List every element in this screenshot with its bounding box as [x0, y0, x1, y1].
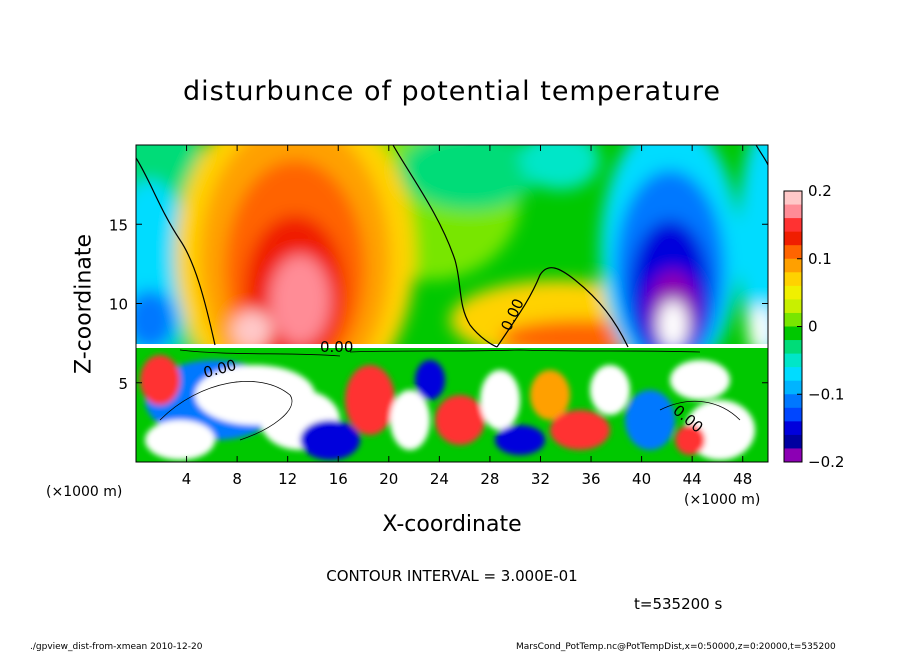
x-tick-label: 4 [182, 470, 192, 488]
colorbar-swatch [784, 394, 802, 409]
colorbar-label: 0 [808, 318, 818, 336]
colorbar-swatch [784, 312, 802, 327]
contour-east-lower [659, 400, 741, 421]
colorbar-swatch [784, 407, 802, 422]
contour-east [496, 267, 629, 348]
colorbar-swatch [784, 367, 802, 382]
x-unit-left: (×1000 m) [46, 484, 123, 500]
colorbar-swatch [784, 434, 802, 449]
colorbar-swatch [784, 231, 802, 246]
contour-west [136, 157, 216, 346]
interface-band [136, 344, 768, 348]
colorbar-swatch [784, 218, 802, 233]
colorbar-swatch [784, 448, 802, 463]
x-unit-right: (×1000 m) [684, 492, 761, 508]
colorbar-label: 0.1 [808, 250, 832, 268]
footer-left: ./gpview_dist-from-xmean 2010-12-20 [30, 642, 203, 652]
colorbar-swatch [784, 191, 802, 206]
colorbar-swatch [784, 421, 802, 436]
colorbar-swatch [784, 353, 802, 368]
x-tick-label: 24 [430, 470, 449, 488]
x-tick-label: 12 [278, 470, 297, 488]
x-tick-label: 20 [379, 470, 398, 488]
colorbar-swatch [784, 340, 802, 355]
contour-layer-1 [349, 349, 701, 353]
colorbar-swatch [784, 285, 802, 300]
x-tick-label: 16 [329, 470, 348, 488]
x-tick-label: 44 [683, 470, 702, 488]
colorbar-swatch [784, 258, 802, 273]
time-label: t=535200 s [634, 595, 723, 613]
contour-middle [392, 145, 498, 348]
x-tick-label: 8 [232, 470, 242, 488]
contour-interval: CONTOUR INTERVAL = 3.000E-01 [326, 567, 578, 585]
contour-right-edge [755, 145, 768, 166]
x-tick-label: 32 [531, 470, 550, 488]
x-tick-label: 40 [632, 470, 651, 488]
heatmap-field [136, 145, 768, 462]
contour-label: 0.00 [320, 338, 353, 356]
colorbar-label: 0.2 [808, 182, 832, 200]
colorbar-swatch [784, 245, 802, 260]
colorbar-swatch [784, 272, 802, 287]
x-ticks: 4 8 12 16 20 24 28 32 36 40 44 48 [182, 145, 752, 488]
contour-layer-2 [179, 349, 341, 357]
y-tick-label: 5 [118, 375, 128, 393]
colorbar-label: −0.1 [808, 385, 844, 403]
colorbar-swatch [784, 326, 802, 341]
x-tick-label: 28 [480, 470, 499, 488]
y-ticks: 5 10 15 [109, 216, 768, 393]
lower-layer-field [140, 355, 755, 460]
zero-contours [136, 145, 768, 441]
colorbar-label: −0.2 [808, 453, 844, 471]
colorbar: 0.2 0.1 0 −0.1 −0.2 [783, 182, 844, 471]
colorbar-swatch [784, 204, 802, 219]
chart-title: disturbunce of potential temperature [183, 76, 721, 107]
upper-layer-field [136, 145, 768, 415]
footer-right: MarsCond_PotTemp.nc@PotTempDist,x=0:5000… [516, 642, 836, 652]
x-tick-label: 36 [581, 470, 600, 488]
x-tick-label: 48 [733, 470, 752, 488]
y-tick-label: 15 [109, 216, 128, 234]
contour-swirl [159, 381, 293, 441]
x-axis-label: X-coordinate [382, 512, 522, 537]
y-tick-label: 10 [109, 296, 128, 314]
colorbar-swatch [784, 380, 802, 395]
colorbar-swatch [784, 299, 802, 314]
